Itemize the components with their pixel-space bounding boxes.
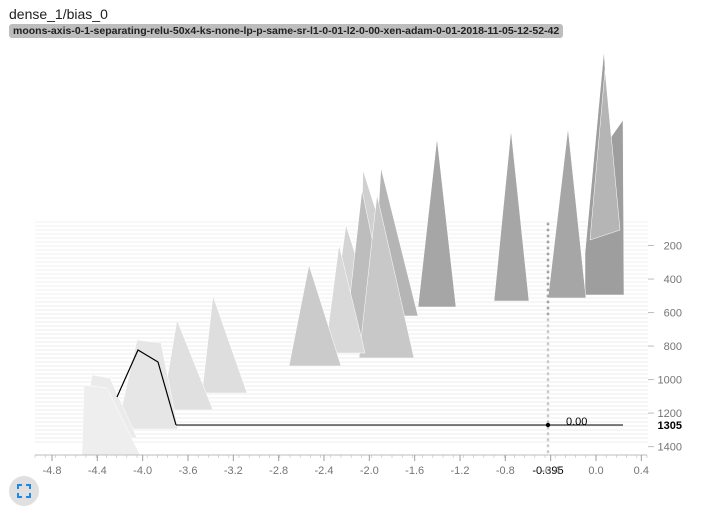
x-tick-label: -3.6: [179, 465, 198, 477]
y-axis: 200 400 600 800 1000 1200 1400: [648, 241, 682, 454]
x-tick-label: -2.0: [360, 465, 379, 477]
highlighted-histogram-outline: [116, 349, 177, 426]
histogram-layer: [288, 264, 342, 367]
x-tick-label: -0.8: [496, 465, 515, 477]
fullscreen-icon: [17, 484, 31, 498]
histogram-layer: [201, 295, 248, 394]
y-tick-label: 400: [664, 274, 682, 286]
fullscreen-button[interactable]: [9, 476, 39, 506]
y-tick-label: 600: [664, 308, 682, 320]
x-tick-label: 0.4: [634, 465, 649, 477]
card-title: dense_1/bias_0: [9, 6, 108, 22]
hover-guide: 0.00 1305 -0.395: [176, 222, 682, 477]
y-tick-label: 1000: [658, 375, 682, 387]
histogram-layer: [589, 69, 621, 241]
x-tick-label: -4.4: [88, 465, 107, 477]
hover-point: [545, 422, 551, 428]
y-tick-label: 200: [664, 241, 682, 253]
histogram-layer: [493, 129, 530, 302]
histogram-layer: [417, 137, 457, 308]
histogram-layer: [358, 194, 415, 359]
y-tick-label: 800: [664, 341, 682, 353]
y-tick-label: 1200: [658, 408, 682, 420]
x-tick-label: -2.8: [269, 465, 288, 477]
x-tick-label: -1.2: [451, 465, 470, 477]
x-tick-label: 0.0: [588, 465, 603, 477]
y-tick-label: 1400: [658, 442, 682, 454]
run-name-badge: moons-axis-0-1-separating-relu-50x4-ks-n…: [9, 24, 564, 38]
histogram-layer: [161, 319, 214, 411]
hover-x-label: -0.395: [532, 465, 563, 477]
x-tick-label: -4.0: [133, 465, 152, 477]
x-axis: -4.8 -4.4 -4.0 -3.6 -3.2 -2.8 -2.4 -2.0 -1.6 -1.2…: [34, 454, 649, 477]
step-grid-lines: [35, 221, 648, 443]
x-tick-label: -0.4: [541, 465, 560, 477]
x-tick-label: -2.4: [315, 465, 334, 477]
x-tick-label: -1.6: [405, 465, 424, 477]
hover-step-label: 1305: [658, 420, 682, 432]
x-tick-label: -4.8: [43, 465, 62, 477]
histogram-layer: [324, 244, 366, 354]
hover-value-label: 0.00: [566, 416, 587, 428]
x-tick-label: -3.2: [224, 465, 243, 477]
histogram-layer: [547, 127, 587, 299]
